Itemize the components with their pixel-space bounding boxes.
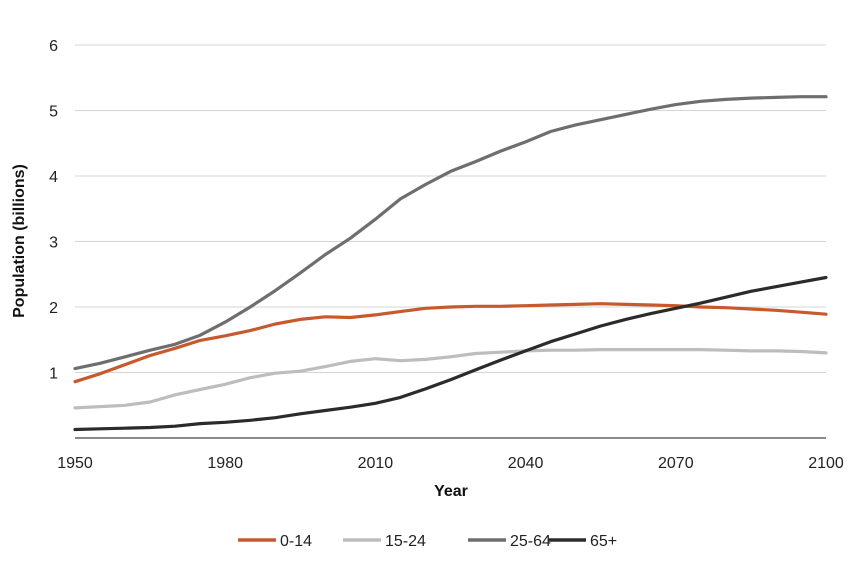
legend-label: 15-24: [385, 533, 426, 550]
series-line-65-plus: [73, 275, 828, 432]
legend: 0-14 15-24 25-64 65+: [238, 533, 617, 550]
legend-label: 65+: [590, 533, 617, 550]
y-tick-label: 6: [49, 38, 58, 55]
y-tick-label: 4: [49, 169, 58, 186]
y-tick-label: 1: [49, 366, 58, 383]
y-axis-title: Population (billions): [11, 164, 28, 318]
x-tick-label: 2010: [358, 455, 394, 472]
x-tick-labels: 1950 1980 2010 2040 2070 2100: [57, 455, 844, 472]
y-tick-label: 3: [49, 235, 58, 252]
x-tick-label: 1950: [57, 455, 93, 472]
x-tick-label: 2070: [658, 455, 694, 472]
x-axis-title: Year: [434, 483, 468, 500]
legend-label: 0-14: [280, 533, 312, 550]
series-line-25-64: [73, 95, 828, 371]
x-tick-label: 1980: [207, 455, 243, 472]
y-tick-labels: 1 2 3 4 5 6: [49, 38, 58, 383]
series-line-15-24: [73, 348, 828, 410]
x-tick-label: 2100: [808, 455, 844, 472]
gridlines: [75, 44, 826, 373]
legend-label: 25-64: [510, 533, 551, 550]
series-lines: [73, 95, 828, 432]
series-line-0-14: [73, 302, 828, 384]
x-tick-label: 2040: [508, 455, 544, 472]
y-tick-label: 5: [49, 104, 58, 121]
y-tick-label: 2: [49, 300, 58, 317]
